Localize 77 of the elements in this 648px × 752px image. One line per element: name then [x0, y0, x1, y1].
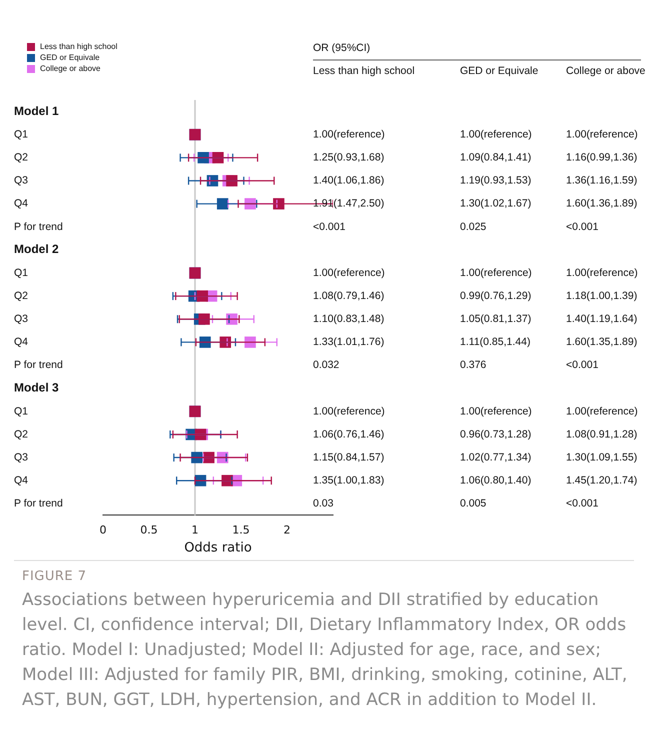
y-tick-label: Q4: [14, 474, 28, 486]
y-tick-label: Q3: [14, 174, 28, 187]
data-label: 1.00(reference): [460, 266, 532, 279]
data-label: 1.00(reference): [460, 128, 532, 140]
y-tick-label: Q4: [14, 198, 28, 210]
data-label: 1.16(0.99,1.36): [566, 152, 638, 164]
x-axis-title: Odds ratio: [184, 540, 252, 556]
y-tick-label: P for trend: [14, 220, 63, 233]
data-label: 1.19(0.93,1.53): [460, 174, 532, 187]
data-label: 1.06(0.80,1.40): [460, 474, 532, 486]
data-label: 1.09(0.84,1.41): [460, 152, 532, 164]
data-label: 0.99(0.76,1.29): [460, 290, 532, 302]
y-tick-label: Q2: [14, 290, 28, 302]
y-tick-label: Model 3: [14, 380, 59, 395]
text: OR (95%CI): [313, 42, 370, 54]
text: <0.001: [566, 498, 598, 510]
x-tick-label: 2: [284, 524, 290, 537]
text: College or above: [566, 64, 646, 77]
data-label: 1.30(1.09,1.55): [566, 451, 638, 464]
y-tick-label: Q2: [14, 152, 28, 164]
data-label: 1.40(1.19,1.64): [566, 313, 638, 326]
data-label: 1.00(reference): [566, 405, 638, 418]
y-tick-label: P for trend: [14, 359, 63, 372]
data-label: 0.96(0.73,1.28): [460, 428, 532, 440]
text: 0.025: [460, 220, 486, 233]
legend-label: GED or Equivale: [40, 53, 100, 62]
data-label: 1.00(reference): [313, 128, 385, 140]
y-tick-label: Q2: [14, 428, 28, 440]
text: <0.001: [313, 220, 346, 233]
data-label: 1.45(1.20,1.74): [566, 474, 638, 486]
data-label: 1.00(reference): [313, 266, 385, 279]
data-label: 1.33(1.01,1.76): [313, 336, 384, 348]
data-label: 1.06(0.76,1.46): [313, 428, 384, 440]
data-label: 1.08(0.79,1.46): [313, 290, 384, 302]
caption: FIGURE 7: [22, 569, 88, 584]
legend-label: College or above: [40, 64, 102, 74]
text: 0.032: [313, 359, 340, 372]
y-tick-label: Q1: [14, 405, 28, 418]
data-label: 1.11(0.85,1.44): [460, 336, 530, 348]
text: <0.001: [566, 220, 598, 233]
data-label: 1.40(1.06,1.86): [313, 174, 384, 187]
y-tick-label: Q3: [14, 451, 28, 464]
text: 0.376: [460, 359, 486, 372]
text: GED or Equivale: [460, 64, 538, 77]
y-tick-label: Model 2: [14, 242, 59, 256]
data-label: 1.60(1.36,1.89): [566, 198, 638, 210]
x-tick-label: 0: [100, 524, 106, 537]
data-label: 1.05(0.81,1.37): [460, 313, 532, 326]
y-tick-label: Q1: [14, 128, 28, 140]
data-label: 1.08(0.91,1.28): [566, 428, 638, 440]
data-label: 1.60(1.35,1.89): [566, 336, 638, 348]
text: Associations between hyperuricemia and DII stratified by education level. CI, confidence interval; DII, Dietary Inflammatory Index, OR odds ratio. Model I: Unadjusted; Model II: Adjusted for age, race, and sex; Model III: Adjusted for family PIR, BMI, drinking, smoking, cotinine, ALT, AST, BUN, GGT, LDH, hypertension, and ACR in addition to Model II.: [22, 589, 628, 712]
data-label: 1.00(reference): [566, 128, 638, 140]
x-tick-label: 0.5: [140, 524, 158, 537]
x-tick-label: 1: [192, 524, 198, 537]
text: Less than high school: [313, 64, 415, 77]
x-tick-label: 1.5: [232, 524, 250, 537]
data-label: 1.15(0.84,1.57): [313, 451, 384, 464]
data-label: 1.18(1.00,1.39): [566, 290, 638, 302]
text: 0.03: [313, 498, 334, 510]
text: 0.005: [460, 498, 486, 510]
data-label: 1.35(1.00,1.83): [313, 474, 384, 486]
y-tick-label: P for trend: [14, 498, 63, 510]
data-label: 1.36(1.16,1.59): [566, 174, 638, 187]
data-label: 1.10(0.83,1.48): [313, 313, 384, 326]
legend-label: Less than high school: [40, 42, 118, 52]
data-label: 1.00(reference): [460, 405, 532, 418]
data-label: 1.00(reference): [566, 266, 638, 279]
y-tick-label: Q4: [14, 336, 28, 348]
text: <0.001: [566, 359, 598, 372]
data-label: 1.00(reference): [313, 405, 385, 418]
y-tick-label: Q3: [14, 313, 28, 326]
y-tick-label: Q1: [14, 266, 28, 279]
data-label: 1.30(1.02,1.67): [460, 198, 532, 210]
data-label: 1.02(0.77,1.34): [460, 451, 532, 464]
data-label: 1.25(0.93,1.68): [313, 152, 384, 164]
y-tick-label: Model 1: [14, 104, 59, 118]
